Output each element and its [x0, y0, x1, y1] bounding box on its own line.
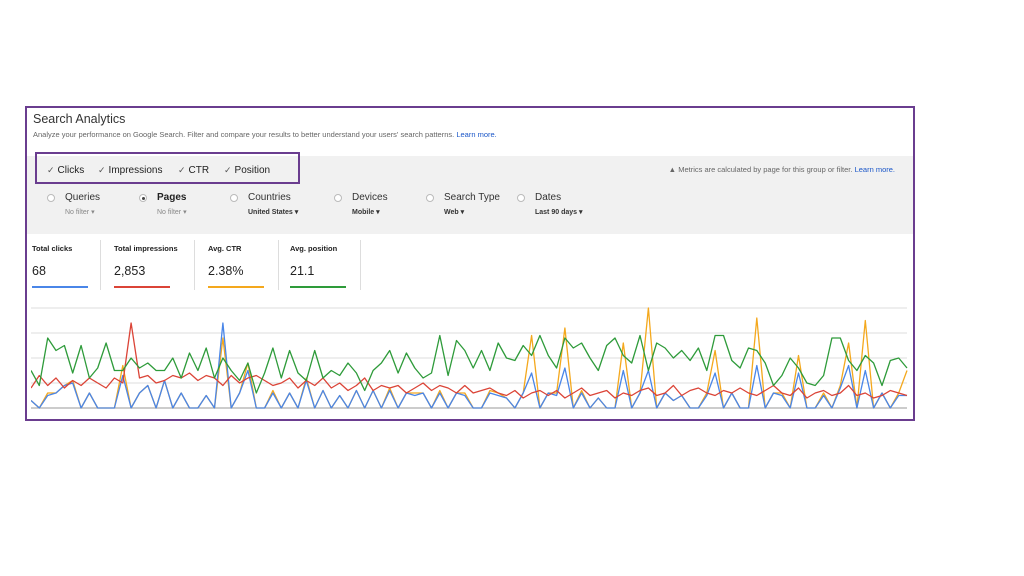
search-analytics-panel: Search Analytics Analyze your performanc… [25, 106, 915, 421]
summary-value: 2,853 [114, 264, 146, 278]
series-color-bar [114, 286, 170, 288]
warning-icon: ▲ [668, 165, 677, 174]
performance-chart [31, 307, 908, 409]
divider [100, 240, 101, 290]
check-icon: ✓ [98, 165, 106, 175]
summary-label: Avg. position [290, 244, 338, 253]
radio-selected-icon [139, 194, 147, 202]
summary-value: 68 [32, 264, 46, 278]
notice-learn-more-link[interactable]: Learn more. [854, 165, 895, 174]
dimension-pages-label: Pages [157, 192, 187, 203]
metric-ctr-label: CTR [188, 165, 210, 176]
dimension-search-type-filter[interactable]: Web ▾ [444, 209, 465, 216]
dimension-countries-filter[interactable]: United States ▾ [248, 209, 299, 216]
page-subtitle: Analyze your performance on Google Searc… [33, 130, 497, 139]
chevron-down-icon: ▾ [460, 209, 465, 216]
check-icon: ✓ [47, 165, 55, 175]
learn-more-link[interactable]: Learn more. [456, 130, 497, 139]
metric-impressions-label: Impressions [108, 165, 163, 176]
metric-clicks[interactable]: ✓ Clicks [47, 165, 84, 176]
dimension-countries-label: Countries [248, 192, 291, 203]
check-icon: ✓ [224, 165, 232, 175]
chevron-down-icon: ▾ [294, 209, 299, 216]
metrics-selection-highlight [35, 152, 300, 184]
summary-label: Total clicks [32, 244, 73, 253]
notice-text: Metrics are calculated by page for this … [678, 165, 853, 174]
divider [360, 240, 361, 290]
metric-position[interactable]: ✓ Position [224, 165, 270, 176]
series-line-2 [31, 322, 908, 399]
divider [278, 240, 279, 290]
chevron-down-icon: ▾ [578, 209, 583, 216]
dimension-queries-label: Queries [65, 192, 101, 203]
filter-bar [27, 156, 913, 234]
dimension-pages-filter[interactable]: No filter ▾ [157, 209, 187, 216]
chevron-down-icon: ▾ [376, 209, 380, 216]
dimension-devices-filter[interactable]: Mobile ▾ [352, 209, 380, 216]
dimension-search-type-label: Search Type [444, 192, 500, 203]
series-color-bar [32, 286, 88, 288]
summary-value: 2.38% [208, 264, 244, 278]
summary-label: Avg. CTR [208, 244, 242, 253]
subtitle-text: Analyze your performance on Google Searc… [33, 130, 455, 139]
series-color-bar [208, 286, 264, 288]
series-line-3 [31, 334, 908, 394]
summary-value: 21.1 [290, 264, 315, 278]
metric-position-label: Position [234, 165, 271, 176]
radio-icon [426, 194, 434, 202]
dimension-devices-label: Devices [352, 192, 388, 203]
chevron-down-icon: ▾ [91, 209, 95, 216]
metric-impressions[interactable]: ✓ Impressions [98, 165, 162, 176]
metric-clicks-label: Clicks [57, 165, 85, 176]
series-line-1 [31, 322, 907, 409]
dimension-dates-filter[interactable]: Last 90 days ▾ [535, 209, 583, 216]
page-title: Search Analytics [33, 112, 126, 126]
dimension-dates-label: Dates [535, 192, 562, 203]
series-color-bar [290, 286, 346, 288]
metrics-notice: ▲ Metrics are calculated by page for thi… [669, 165, 895, 174]
chevron-down-icon: ▾ [183, 209, 187, 216]
divider [194, 240, 195, 290]
radio-icon [47, 194, 55, 202]
radio-icon [517, 194, 525, 202]
metric-ctr[interactable]: ✓ CTR [178, 165, 209, 176]
radio-icon [230, 194, 238, 202]
check-icon: ✓ [178, 165, 186, 175]
radio-icon [334, 194, 342, 202]
dimension-queries-filter[interactable]: No filter ▾ [65, 209, 95, 216]
summary-label: Total impressions [114, 244, 178, 253]
